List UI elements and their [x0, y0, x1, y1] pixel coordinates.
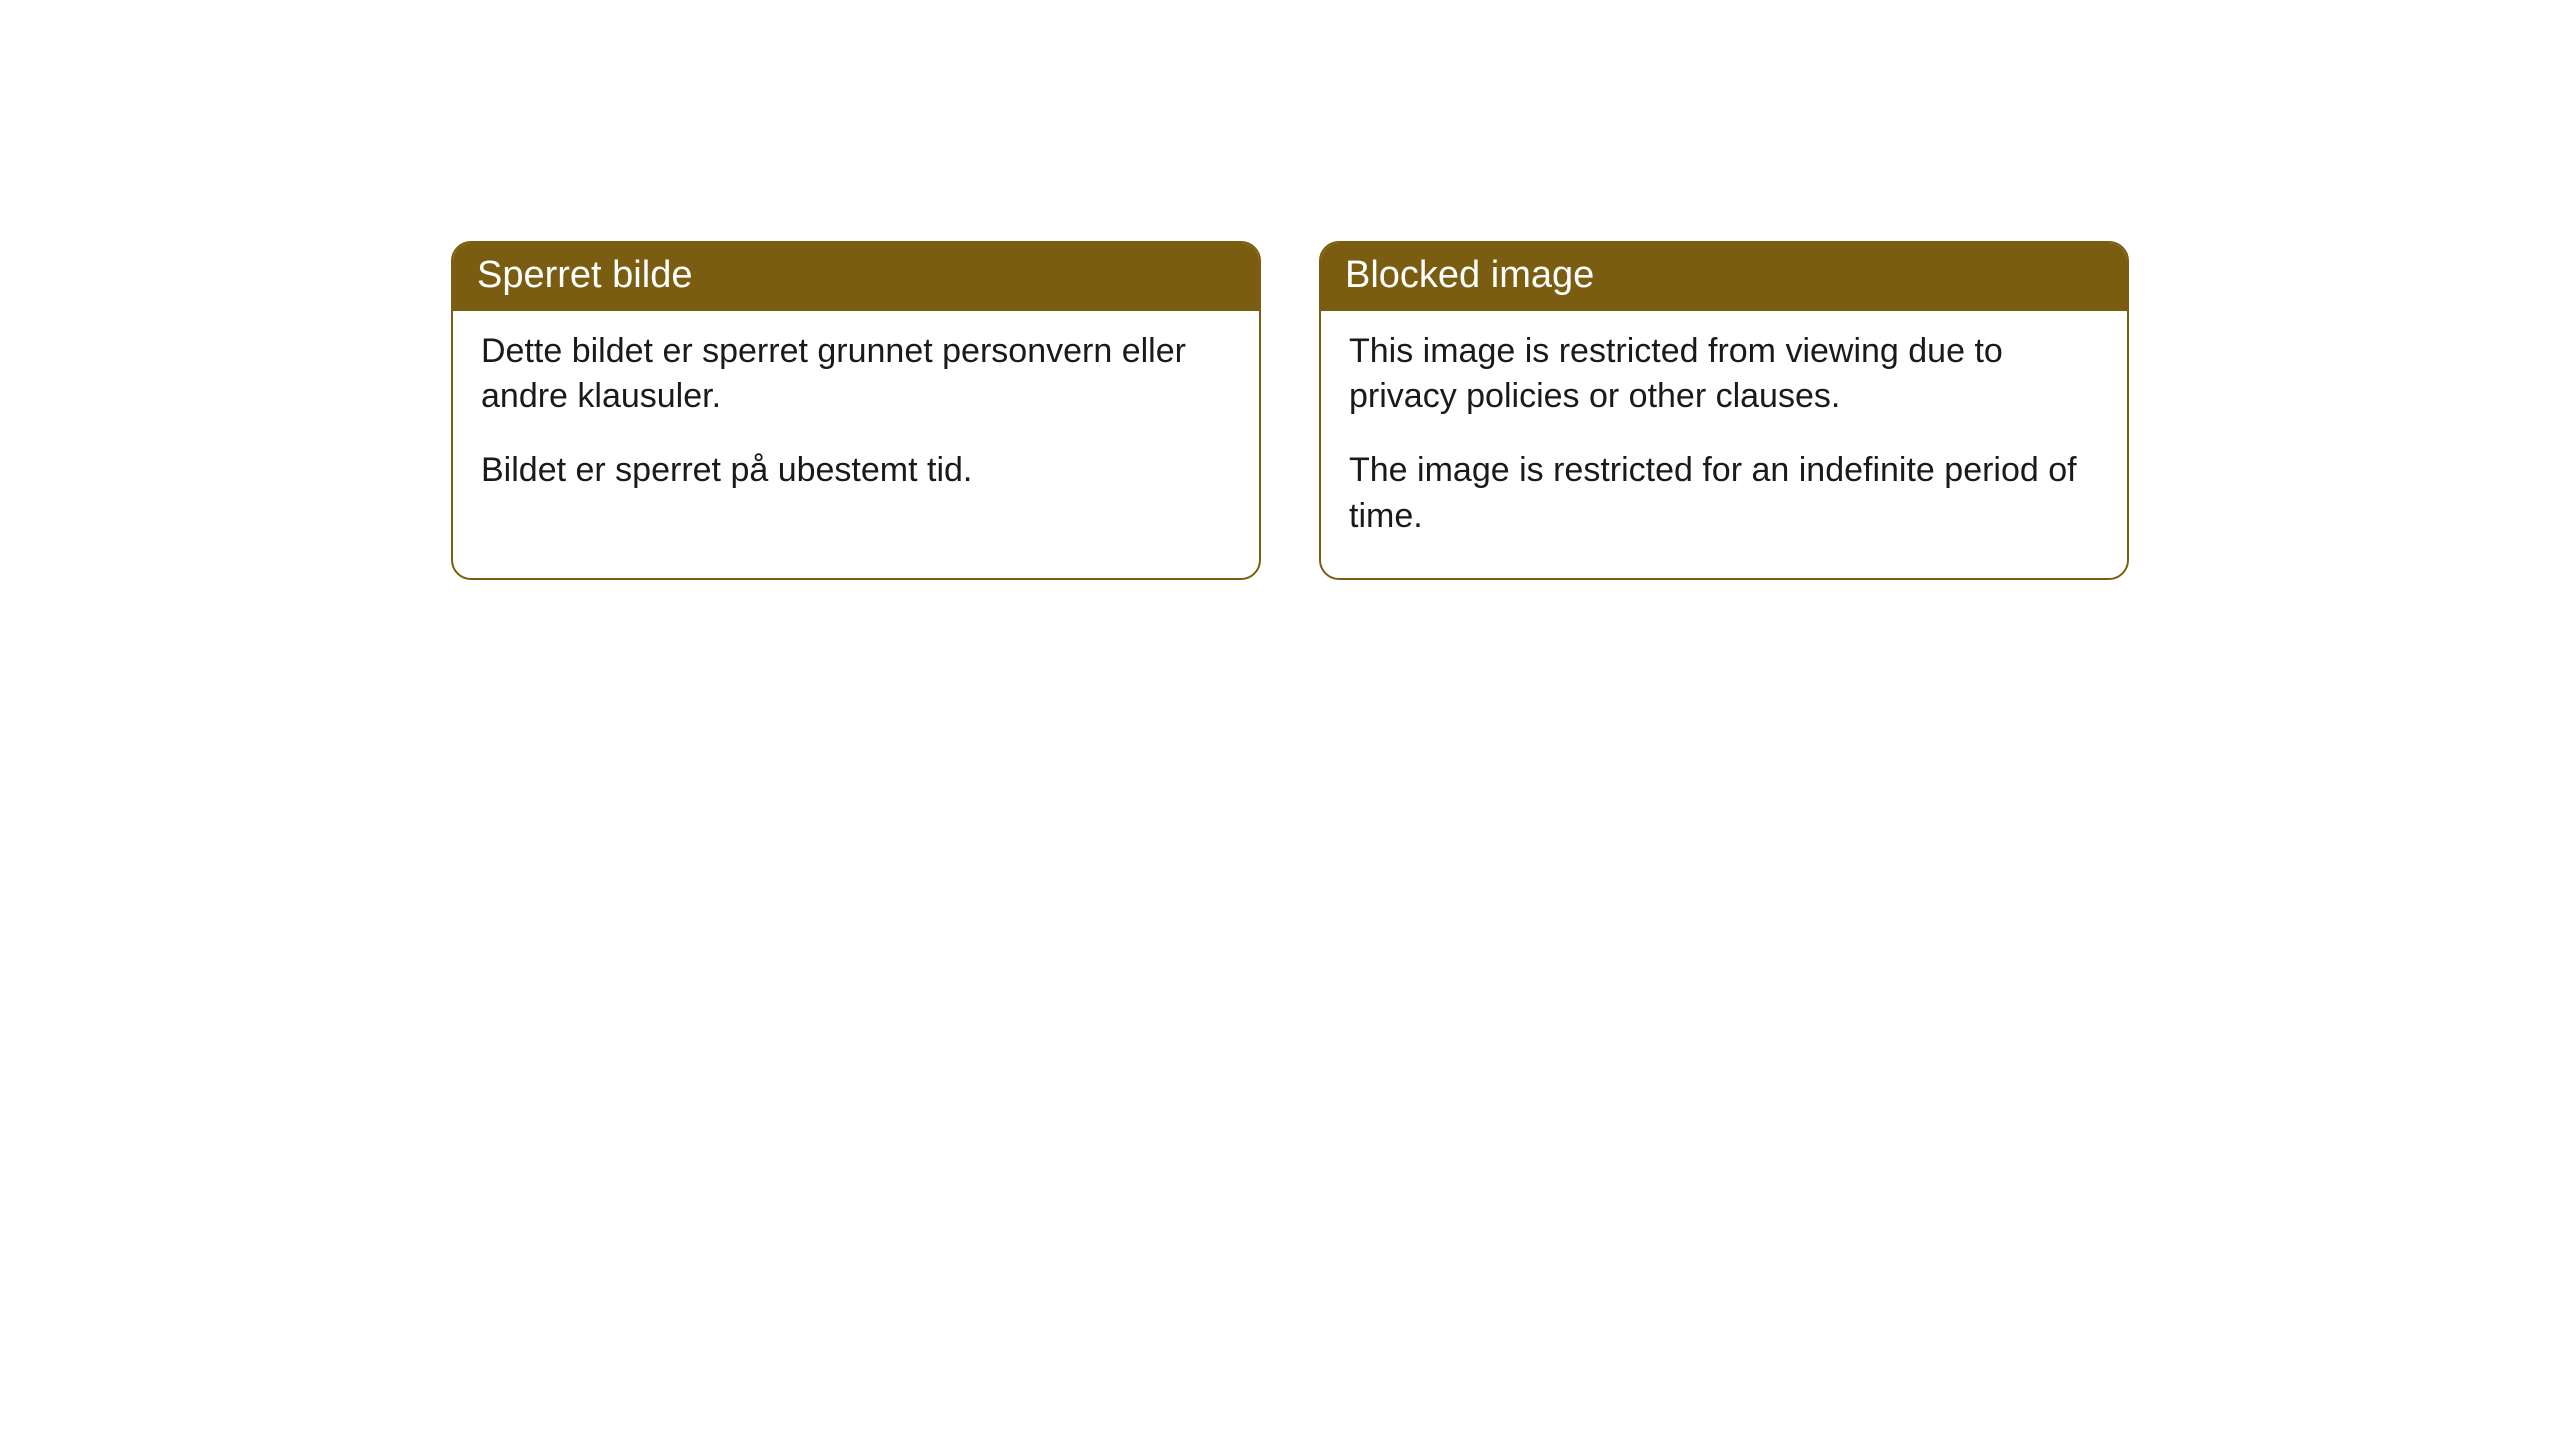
- blocked-image-card-no: Sperret bilde Dette bildet er sperret gr…: [451, 241, 1261, 580]
- card-para1-en: This image is restricted from viewing du…: [1349, 329, 2099, 421]
- card-para2-no: Bildet er sperret på ubestemt tid.: [481, 448, 1231, 494]
- card-body-no: Dette bildet er sperret grunnet personve…: [453, 311, 1259, 533]
- card-body-en: This image is restricted from viewing du…: [1321, 311, 2127, 579]
- card-header-no: Sperret bilde: [453, 243, 1259, 311]
- notice-cards-container: Sperret bilde Dette bildet er sperret gr…: [451, 241, 2129, 580]
- card-para1-no: Dette bildet er sperret grunnet personve…: [481, 329, 1231, 421]
- blocked-image-card-en: Blocked image This image is restricted f…: [1319, 241, 2129, 580]
- card-header-en: Blocked image: [1321, 243, 2127, 311]
- card-para2-en: The image is restricted for an indefinit…: [1349, 448, 2099, 540]
